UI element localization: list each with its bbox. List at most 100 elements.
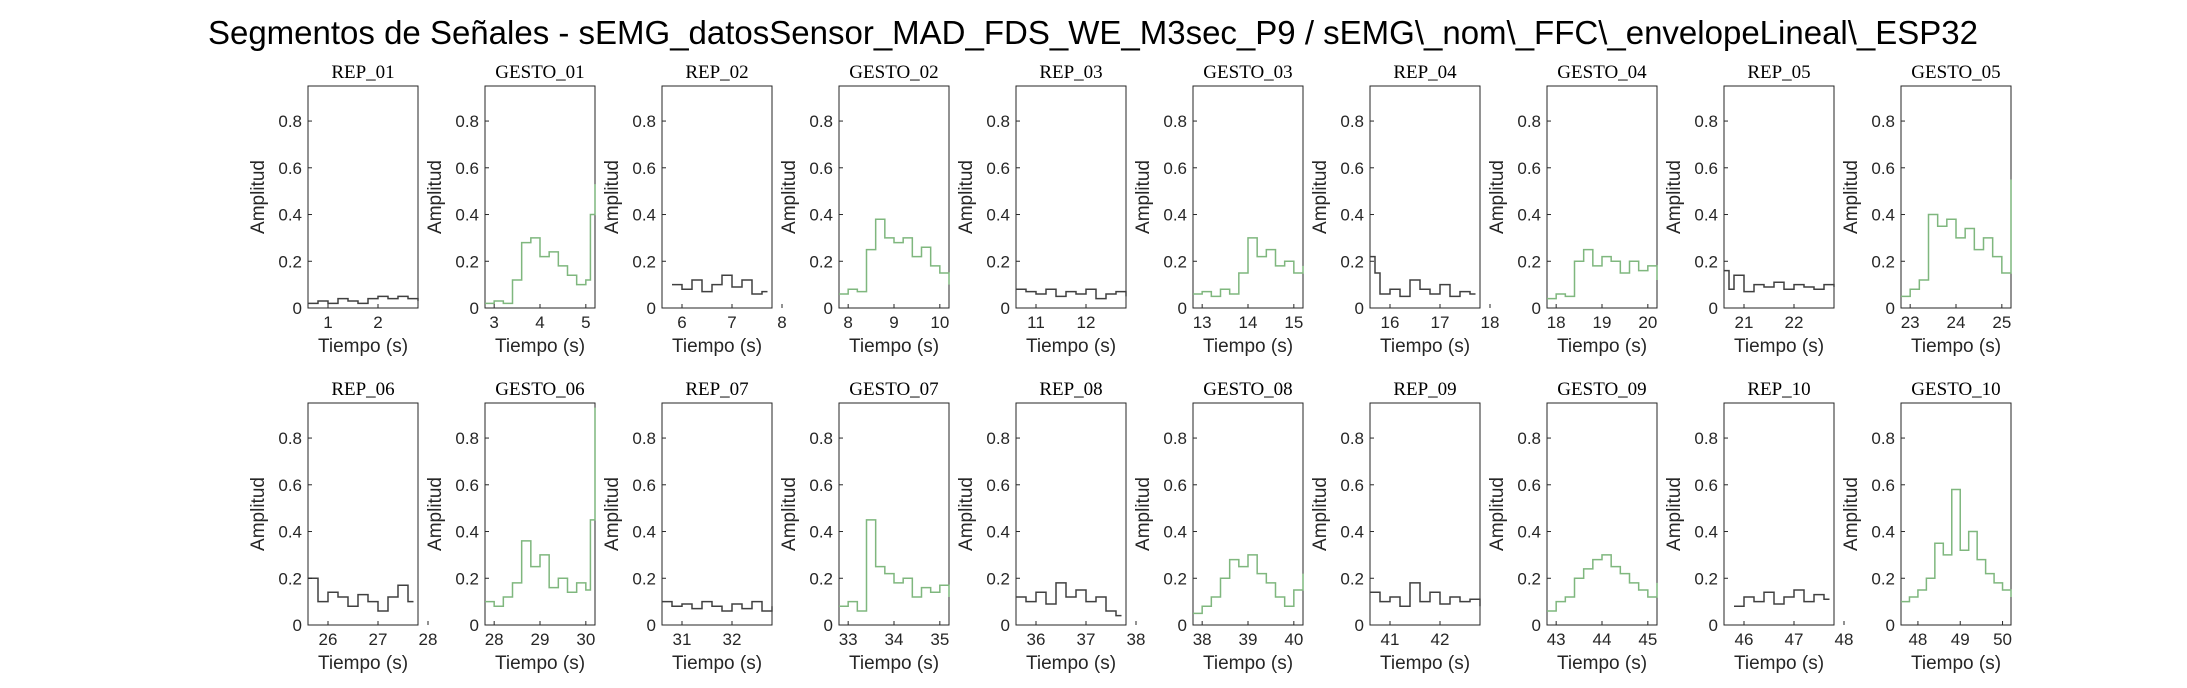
panel-1-xtick-label: 2 xyxy=(373,313,382,332)
panel-2: 0 0.2 0.4 0.6 0.8 3 4 5 GESTO_01 Tiempo (s) Amplit… xyxy=(425,62,596,357)
panel-13-ytick-label: 0.8 xyxy=(632,429,656,448)
panel-12-ytick-label: 0.8 xyxy=(455,429,479,448)
panel-14-ytick-label: 0.6 xyxy=(809,476,833,495)
panel-16-xtick-label: 38 xyxy=(1193,630,1212,649)
panel-3-axes-box xyxy=(661,85,773,309)
panel-18-signal-line xyxy=(1547,554,1658,612)
panel-15-xtick-label: 38 xyxy=(1127,630,1146,649)
panel-11-xtick-label: 27 xyxy=(369,630,388,649)
panel-19-signal-line xyxy=(1734,589,1830,608)
panel-4-ytick-label: 0.6 xyxy=(809,159,833,178)
panel-10-signal-line xyxy=(1901,179,2012,298)
panel-11-xtick-label: 28 xyxy=(419,630,438,649)
panel-18-y-axis-label: Amplitud xyxy=(1487,477,1508,551)
panel-17-ytick-label: 0.4 xyxy=(1340,523,1364,542)
panel-15-axes-box xyxy=(1015,402,1127,626)
panel-12-signal-line xyxy=(485,407,596,608)
panel-17-xtick-label: 41 xyxy=(1381,630,1400,649)
panel-13-subplot-title: REP_07 xyxy=(685,379,748,400)
panel-6-ytick-label: 0.2 xyxy=(1163,252,1187,271)
panel-2-xtick-label: 5 xyxy=(581,313,590,332)
panel-12-xtick-label: 29 xyxy=(531,630,550,649)
panel-6-ytick-label: 0.8 xyxy=(1163,112,1187,131)
panel-19-x-axis-label: Tiempo (s) xyxy=(1734,653,1824,674)
panel-8-ytick-label: 0.6 xyxy=(1517,159,1541,178)
panel-10-ytick-label: 0.2 xyxy=(1871,252,1895,271)
panel-20-x-axis-label: Tiempo (s) xyxy=(1911,653,2001,674)
panel-11-x-axis-label: Tiempo (s) xyxy=(318,653,408,674)
panel-14: 0 0.2 0.4 0.6 0.8 33 34 35 GESTO_07 Tiempo (s) Amp… xyxy=(779,379,950,674)
panel-5-ytick-label: 0.8 xyxy=(986,112,1010,131)
panel-2-signal-line xyxy=(485,184,596,305)
panel-7-signal-line xyxy=(1370,255,1476,298)
panel-3-ytick-label: 0.6 xyxy=(632,159,656,178)
panel-9-signal-line xyxy=(1724,269,1835,293)
panel-8-xtick-label: 18 xyxy=(1547,313,1566,332)
panel-20-xtick-label: 50 xyxy=(1993,630,2012,649)
panel-11-ytick-label: 0.8 xyxy=(278,429,302,448)
panel-1-ytick-label: 0.8 xyxy=(278,112,302,131)
panel-12-ytick-label: 0 xyxy=(470,616,479,635)
panel-2-subplot-title: GESTO_01 xyxy=(495,62,584,83)
panel-9-xtick-label: 21 xyxy=(1735,313,1754,332)
panel-8-ytick-label: 0.8 xyxy=(1517,112,1541,131)
panel-9: 0 0.2 0.4 0.6 0.8 21 22 REP_05 Tiempo (s) Amplitu… xyxy=(1664,62,1835,357)
panel-5-x-axis-label: Tiempo (s) xyxy=(1026,336,1116,357)
panel-7: 0 0.2 0.4 0.6 0.8 16 17 18 REP_04 Tiempo (s) Ampli… xyxy=(1310,62,1499,357)
panel-5-axes-box xyxy=(1015,85,1127,309)
panel-9-subplot-title: REP_05 xyxy=(1747,62,1810,83)
panel-16-ytick-label: 0.8 xyxy=(1163,429,1187,448)
panel-6: 0 0.2 0.4 0.6 0.8 13 14 15 GESTO_03 Tiempo (s) Amp… xyxy=(1133,62,1304,357)
panel-17-ytick-label: 0.6 xyxy=(1340,476,1364,495)
panel-5-ytick-label: 0.6 xyxy=(986,159,1010,178)
panel-3-xtick-label: 7 xyxy=(727,313,736,332)
panel-2-axes-box xyxy=(484,85,596,309)
panel-15-ytick-label: 0.2 xyxy=(986,569,1010,588)
panel-1-y-axis-label: Amplitud xyxy=(248,160,269,234)
panel-9-ytick-label: 0.8 xyxy=(1694,112,1718,131)
panel-19-xtick-label: 47 xyxy=(1785,630,1804,649)
panel-20-ytick-label: 0.6 xyxy=(1871,476,1895,495)
panel-12-x-axis-label: Tiempo (s) xyxy=(495,653,585,674)
panel-13-ytick-label: 0.2 xyxy=(632,569,656,588)
panel-16-axes-box xyxy=(1192,402,1304,626)
panel-16-ytick-label: 0.2 xyxy=(1163,569,1187,588)
panel-19-xtick-label: 46 xyxy=(1735,630,1754,649)
panel-11-xtick-label: 26 xyxy=(319,630,338,649)
panel-15-xtick-label: 36 xyxy=(1027,630,1046,649)
panel-5-xtick-label: 11 xyxy=(1027,313,1045,332)
panel-20-signal-line xyxy=(1901,488,2012,603)
panel-16-y-axis-label: Amplitud xyxy=(1133,477,1154,551)
panel-19-ytick-label: 0.8 xyxy=(1694,429,1718,448)
figure-title: Segmentos de Señales - sEMG_datosSensor_… xyxy=(208,14,1978,51)
panel-4-ytick-label: 0.2 xyxy=(809,252,833,271)
panel-18-xtick-label: 43 xyxy=(1547,630,1566,649)
panel-16-xtick-label: 39 xyxy=(1239,630,1258,649)
panel-8-x-axis-label: Tiempo (s) xyxy=(1557,336,1647,357)
panel-19-ytick-label: 0 xyxy=(1709,616,1718,635)
panel-6-ytick-label: 0 xyxy=(1178,299,1187,318)
panel-1-xtick-label: 1 xyxy=(323,313,332,332)
panel-7-subplot-title: REP_04 xyxy=(1393,62,1457,83)
panel-5: 0 0.2 0.4 0.6 0.8 11 12 REP_03 Tiempo (s) Amplitu… xyxy=(956,62,1127,357)
panel-3-ytick-label: 0.8 xyxy=(632,112,656,131)
panel-5-ytick-label: 0.4 xyxy=(986,206,1010,225)
panel-15-ytick-label: 0.6 xyxy=(986,476,1010,495)
panel-12-xtick-label: 30 xyxy=(576,630,595,649)
panel-6-xtick-label: 14 xyxy=(1239,313,1258,332)
panel-6-axes-box xyxy=(1192,85,1304,309)
panel-3-xtick-label: 8 xyxy=(777,313,786,332)
panel-9-y-axis-label: Amplitud xyxy=(1664,160,1685,234)
panel-20: 0 0.2 0.4 0.6 0.8 48 49 50 GESTO_10 Tiempo (s) Amp… xyxy=(1841,379,2012,674)
panel-19-axes-box xyxy=(1723,402,1835,626)
panel-5-signal-line xyxy=(1016,288,1127,300)
panel-6-xtick-label: 15 xyxy=(1284,313,1303,332)
panel-10-x-axis-label: Tiempo (s) xyxy=(1911,336,2001,357)
panel-8-subplot-title: GESTO_04 xyxy=(1557,62,1647,83)
panel-10-xtick-label: 24 xyxy=(1947,313,1966,332)
panel-16-x-axis-label: Tiempo (s) xyxy=(1203,653,1293,674)
panel-16-ytick-label: 0 xyxy=(1178,616,1187,635)
panel-16-ytick-label: 0.6 xyxy=(1163,476,1187,495)
panel-16-xtick-label: 40 xyxy=(1284,630,1303,649)
panel-17-ytick-label: 0 xyxy=(1355,616,1364,635)
